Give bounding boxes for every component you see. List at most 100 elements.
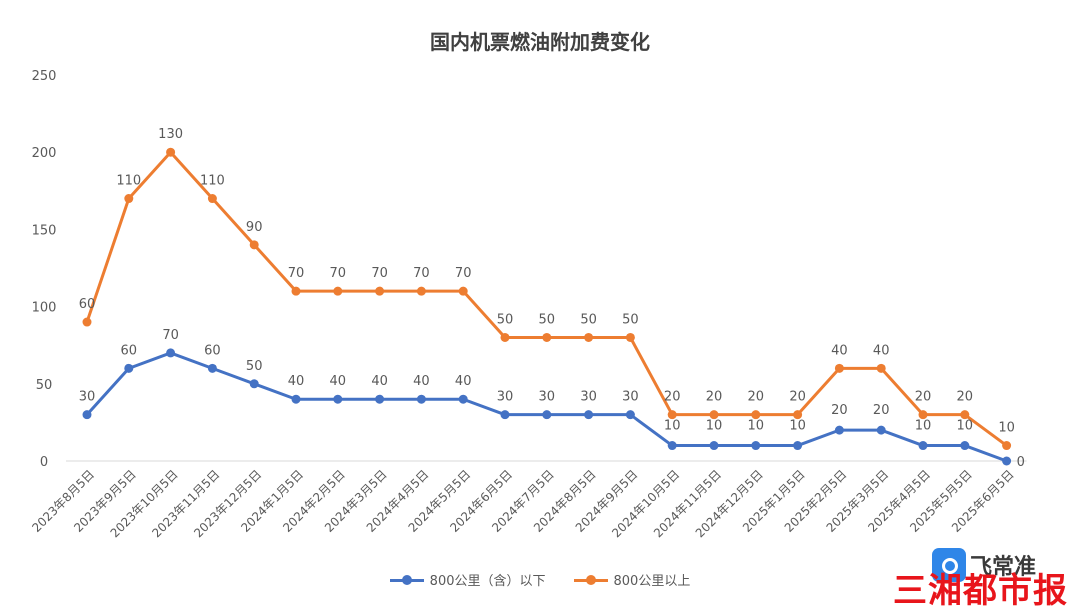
data-point bbox=[584, 332, 594, 342]
data-label: 10 bbox=[998, 421, 1015, 436]
data-label: 70 bbox=[413, 266, 430, 281]
data-point bbox=[249, 240, 259, 250]
data-label: 50 bbox=[580, 312, 597, 327]
data-point bbox=[458, 286, 468, 296]
data-point bbox=[166, 147, 176, 157]
data-label: 30 bbox=[622, 390, 639, 405]
data-label: 30 bbox=[580, 390, 597, 405]
series-points bbox=[82, 147, 1012, 466]
data-label: 60 bbox=[204, 343, 221, 358]
data-label: 70 bbox=[288, 266, 305, 281]
data-label: 10 bbox=[957, 419, 974, 434]
y-tick-label: 150 bbox=[32, 223, 57, 238]
data-point bbox=[876, 425, 886, 435]
data-point bbox=[960, 410, 970, 420]
data-point bbox=[500, 410, 510, 420]
data-label: 20 bbox=[706, 390, 723, 405]
y-tick-label: 100 bbox=[32, 301, 57, 316]
data-point bbox=[82, 317, 92, 327]
y-tick-label: 50 bbox=[36, 378, 53, 393]
data-label: 40 bbox=[288, 374, 305, 389]
data-point bbox=[1002, 441, 1012, 451]
data-label: 10 bbox=[706, 419, 723, 434]
data-label: 20 bbox=[873, 403, 890, 418]
feichangzhun-logo-icon bbox=[931, 548, 966, 582]
data-label: 10 bbox=[915, 419, 932, 434]
data-label: 20 bbox=[831, 403, 848, 418]
data-point bbox=[82, 410, 92, 420]
data-label: 40 bbox=[413, 374, 430, 389]
data-label: 10 bbox=[748, 419, 765, 434]
data-label: 40 bbox=[371, 374, 388, 389]
data-label: 60 bbox=[79, 297, 96, 312]
data-point bbox=[207, 194, 217, 204]
data-point bbox=[416, 394, 426, 404]
data-label: 70 bbox=[455, 266, 472, 281]
data-point bbox=[709, 410, 719, 420]
data-point bbox=[793, 410, 803, 420]
data-point bbox=[751, 441, 761, 451]
data-label: 0 bbox=[1017, 455, 1025, 470]
data-label: 90 bbox=[246, 220, 263, 235]
data-point bbox=[918, 410, 928, 420]
data-point bbox=[960, 441, 970, 451]
data-label: 20 bbox=[748, 390, 765, 405]
data-label: 20 bbox=[789, 390, 806, 405]
data-labels: 30 60 70 60 50 40 40 40 40 40 30 30 30 30 10 10 10 10 20 20… bbox=[79, 127, 1025, 470]
data-label: 50 bbox=[246, 359, 263, 374]
data-label: 50 bbox=[539, 312, 556, 327]
data-point bbox=[166, 348, 176, 358]
data-point bbox=[333, 394, 343, 404]
data-point bbox=[542, 332, 552, 342]
data-point bbox=[834, 425, 844, 435]
data-label: 60 bbox=[121, 343, 138, 358]
y-tick-label: 250 bbox=[32, 69, 57, 84]
publisher-watermark-text: 三湘都市报 bbox=[893, 571, 1068, 611]
data-point bbox=[625, 410, 635, 420]
data-label: 20 bbox=[915, 390, 932, 405]
legend-label-above-800: 800公里以上 bbox=[613, 574, 691, 589]
data-label: 40 bbox=[873, 343, 890, 358]
data-point bbox=[876, 363, 886, 373]
publisher-watermark: 三湘都市报 bbox=[893, 574, 1068, 608]
data-point bbox=[291, 394, 301, 404]
data-point bbox=[793, 441, 803, 451]
data-label: 40 bbox=[831, 343, 848, 358]
data-point bbox=[542, 410, 552, 420]
data-label: 110 bbox=[116, 174, 141, 189]
data-label: 10 bbox=[789, 419, 806, 434]
data-point bbox=[333, 286, 343, 296]
legend-item-below-800: 800公里（含）以下 bbox=[389, 570, 546, 589]
data-point bbox=[249, 379, 259, 389]
data-point bbox=[207, 363, 217, 373]
feichangzhun-logo: 飞常准 bbox=[931, 548, 1036, 582]
legend-item-above-800: 800公里以上 bbox=[573, 570, 691, 589]
data-point bbox=[124, 363, 134, 373]
data-label: 70 bbox=[371, 266, 388, 281]
data-point bbox=[291, 286, 301, 296]
data-point bbox=[375, 394, 385, 404]
data-point bbox=[458, 394, 468, 404]
chart-title: 国内机票燃油附加费变化 bbox=[430, 30, 650, 54]
data-point bbox=[375, 286, 385, 296]
legend-label-below-800: 800公里（含）以下 bbox=[429, 574, 546, 589]
data-label: 50 bbox=[622, 312, 639, 327]
legend-swatch-blue bbox=[389, 574, 424, 586]
data-point bbox=[500, 332, 510, 342]
data-label: 10 bbox=[664, 419, 681, 434]
data-label: 30 bbox=[79, 390, 96, 405]
data-point bbox=[667, 441, 677, 451]
data-point bbox=[124, 194, 134, 204]
y-tick-label: 200 bbox=[32, 146, 57, 161]
data-point bbox=[416, 286, 426, 296]
data-label: 40 bbox=[330, 374, 347, 389]
data-point bbox=[918, 441, 928, 451]
data-label: 130 bbox=[158, 127, 183, 142]
data-point bbox=[625, 332, 635, 342]
legend: 800公里（含）以下 800公里以上 bbox=[0, 570, 1080, 589]
data-label: 20 bbox=[957, 390, 974, 405]
data-label: 110 bbox=[200, 174, 225, 189]
feichangzhun-logo-text: 飞常准 bbox=[969, 555, 1036, 580]
data-point bbox=[709, 441, 719, 451]
